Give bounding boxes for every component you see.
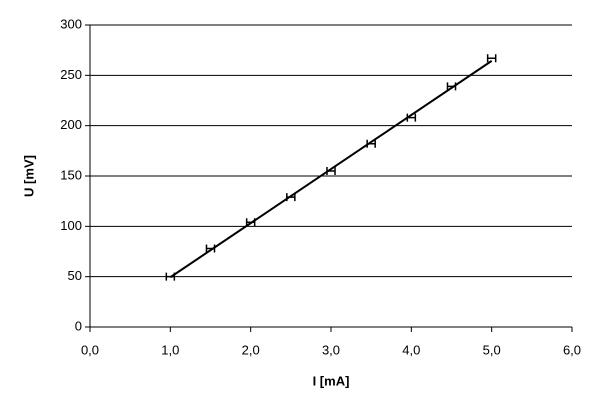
error-bar bbox=[286, 193, 296, 202]
x-tick-label: 1,0 bbox=[161, 342, 179, 357]
y-tick-label: 200 bbox=[60, 117, 82, 132]
error-bar bbox=[446, 82, 457, 91]
y-tick-label: 50 bbox=[68, 268, 82, 283]
x-tick-label: 6,0 bbox=[563, 342, 581, 357]
error-bar bbox=[165, 272, 176, 281]
y-tick-label: 0 bbox=[75, 318, 82, 333]
y-tick-label: 150 bbox=[60, 167, 82, 182]
x-tick-label: 0,0 bbox=[81, 342, 99, 357]
error-bar bbox=[245, 218, 256, 227]
error-bar bbox=[486, 54, 497, 63]
error-bar bbox=[326, 166, 336, 175]
x-tick-label: 5,0 bbox=[483, 342, 501, 357]
x-tick-label: 3,0 bbox=[322, 342, 340, 357]
error-bar bbox=[366, 139, 376, 148]
y-tick-label: 300 bbox=[60, 16, 82, 31]
x-axis-title: I [mA] bbox=[313, 373, 350, 388]
x-tick-label: 4,0 bbox=[402, 342, 420, 357]
x-tick-label: 2,0 bbox=[242, 342, 260, 357]
y-tick-label: 100 bbox=[60, 218, 82, 233]
error-bar bbox=[406, 113, 417, 122]
error-bar bbox=[205, 244, 216, 253]
trend-line bbox=[169, 60, 493, 279]
y-axis-title: U [mV] bbox=[21, 155, 36, 197]
y-tick-label: 250 bbox=[60, 67, 82, 82]
